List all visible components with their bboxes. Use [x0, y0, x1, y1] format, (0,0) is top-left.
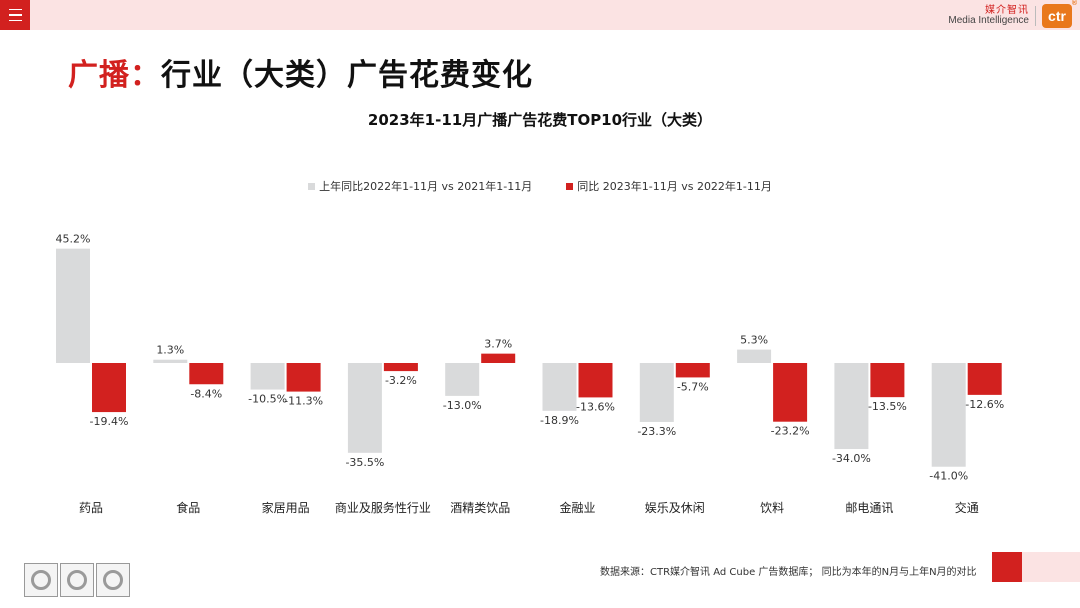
bar-curr-2	[286, 363, 321, 392]
category-label-1: 食品	[176, 500, 200, 515]
category-label-3: 商业及服务性行业	[335, 500, 431, 515]
bar-prev-4	[445, 363, 480, 396]
bar-prev-6	[639, 363, 674, 422]
legend-swatch-curr	[566, 182, 574, 190]
bar-curr-6	[675, 363, 710, 378]
logo-en-text: Media Intelligence	[948, 15, 1029, 26]
legend-item-prev: 上年同比2022年1-11月 vs 2021年1-11月	[308, 178, 532, 194]
menu-button[interactable]	[0, 0, 30, 30]
footer-pink-block	[1022, 552, 1080, 582]
category-label-7: 饮料	[760, 501, 784, 515]
data-label-prev-6: -23.3%	[637, 425, 676, 438]
legend-label-prev: 上年同比2022年1-11月 vs 2021年1-11月	[319, 180, 533, 193]
bar-curr-3	[383, 363, 418, 372]
logo-divider	[1035, 6, 1036, 26]
bar-curr-7	[773, 363, 808, 422]
category-label-6: 娱乐及休闲	[645, 501, 705, 515]
hamburger-icon	[8, 8, 22, 11]
data-label-prev-0: 45.2%	[56, 233, 91, 246]
sgs-badge-icon	[60, 563, 94, 597]
certification-badges	[24, 563, 130, 597]
bar-prev-2	[250, 363, 285, 390]
legend-label-curr: 同比 2023年1-11月 vs 2022年1-11月	[577, 180, 772, 193]
data-label-curr-7: -23.2%	[771, 425, 810, 438]
category-label-9: 交通	[955, 500, 979, 515]
bar-prev-3	[347, 363, 382, 453]
sgs-badge-icon	[96, 563, 130, 597]
data-label-curr-4: 3.7%	[484, 338, 512, 351]
footer-red-block	[992, 552, 1022, 582]
bar-prev-7	[737, 349, 772, 363]
page-title-accent: 广播：	[68, 58, 161, 93]
data-label-prev-3: -35.5%	[345, 456, 384, 469]
bar-curr-5	[578, 363, 613, 398]
data-label-prev-5: -18.9%	[540, 414, 579, 427]
chart-legend: 上年同比2022年1-11月 vs 2021年1-11月 同比 2023年1-1…	[0, 178, 1080, 194]
ctr-logo-mark: ctr ®	[1042, 0, 1077, 28]
page-title-rest: 行业（大类）广告花费变化	[161, 58, 533, 93]
data-label-prev-2: -10.5%	[248, 393, 287, 406]
category-label-2: 家居用品	[262, 500, 310, 515]
sgs-badge-icon	[24, 563, 58, 597]
data-label-curr-0: -19.4%	[90, 415, 129, 428]
bar-prev-9	[931, 363, 966, 467]
bar-curr-9	[967, 363, 1002, 395]
category-label-4: 酒精类饮品	[450, 501, 510, 515]
data-label-curr-3: -3.2%	[385, 374, 417, 387]
data-label-curr-8: -13.5%	[868, 400, 907, 413]
data-label-prev-4: -13.0%	[443, 399, 482, 412]
legend-item-curr: 同比 2023年1-11月 vs 2022年1-11月	[566, 178, 772, 194]
category-label-5: 金融业	[559, 500, 595, 515]
legend-swatch-prev	[308, 182, 316, 190]
top-band	[0, 0, 1080, 30]
data-label-curr-1: -8.4%	[190, 387, 222, 400]
bar-prev-8	[834, 363, 869, 450]
data-label-curr-5: -13.6%	[576, 400, 615, 413]
page-title: 广播：行业（大类）广告花费变化	[68, 50, 533, 94]
category-label-8: 邮电通讯	[845, 501, 893, 515]
logo-cn-text: 媒介智讯	[985, 4, 1029, 16]
ctr-logo: 媒介智讯 Media Intelligence ctr ®	[948, 0, 1077, 29]
data-label-prev-8: -34.0%	[832, 452, 871, 465]
bar-curr-0	[92, 363, 126, 413]
bar-curr-1	[189, 363, 224, 385]
bar-curr-4	[481, 353, 516, 363]
data-label-prev-9: -41.0%	[929, 470, 968, 483]
data-label-curr-6: -5.7%	[677, 380, 709, 393]
bar-prev-1	[153, 359, 188, 363]
category-label-0: 药品	[79, 501, 103, 515]
data-label-prev-1: 1.3%	[156, 344, 184, 357]
data-label-curr-9: -12.6%	[965, 398, 1004, 411]
bar-prev-0	[56, 248, 90, 363]
data-source-note: 数据来源：CTR媒介智讯 Ad Cube 广告数据库； 同比为本年的N月与上年N…	[600, 567, 977, 578]
bar-curr-8	[870, 363, 905, 398]
data-label-prev-7: 5.3%	[740, 334, 768, 347]
data-label-curr-2: -11.3%	[284, 395, 323, 408]
chart-title: 2023年1-11月广播广告花费TOP10行业（大类）	[367, 111, 713, 129]
bar-prev-5	[542, 363, 577, 411]
